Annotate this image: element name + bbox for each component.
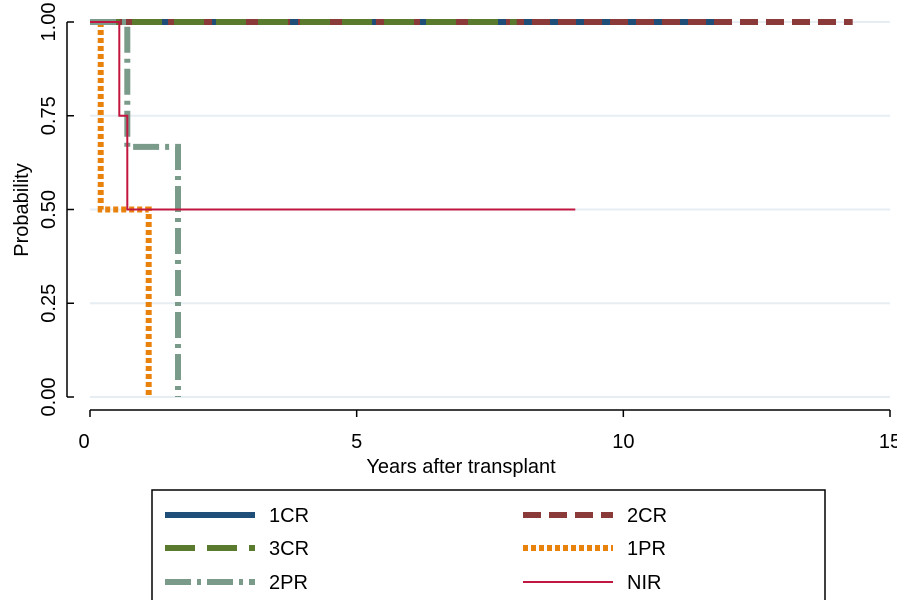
y-tick-label: 0.00 [38, 378, 60, 417]
legend-label-nir: NIR [627, 572, 661, 594]
legend-label-2cr: 2CR [627, 505, 667, 527]
y-tick-label: 0.75 [38, 96, 60, 135]
legend-label-2pr: 2PR [269, 572, 308, 594]
y-tick-label: 0.50 [38, 190, 60, 229]
series-line-nir [90, 21, 576, 211]
series-lines [90, 19, 853, 397]
legend-label-1pr: 1PR [627, 538, 666, 560]
legend-label-1cr: 1CR [269, 505, 309, 527]
y-tick-label: 1.00 [38, 3, 60, 42]
legend-label-3cr: 3CR [269, 538, 309, 560]
x-tick-label: 15 [879, 431, 897, 453]
y-tick-label: 0.25 [38, 284, 60, 323]
axes: 0.00 0.25 0.50 0.75 1.00 0 5 10 15 [38, 3, 897, 453]
legend: 1CR 2CR 3CR 1PR 2PR NIR [151, 489, 826, 600]
x-axis-title: Years after transplant [366, 456, 556, 478]
x-tick-label: 5 [351, 431, 362, 453]
y-axis-title: Probability [11, 163, 33, 256]
x-tick-label: 10 [612, 431, 634, 453]
series-line-1pr [97, 22, 152, 397]
legend-box [151, 489, 826, 600]
x-tick-label: 0 [78, 431, 89, 453]
